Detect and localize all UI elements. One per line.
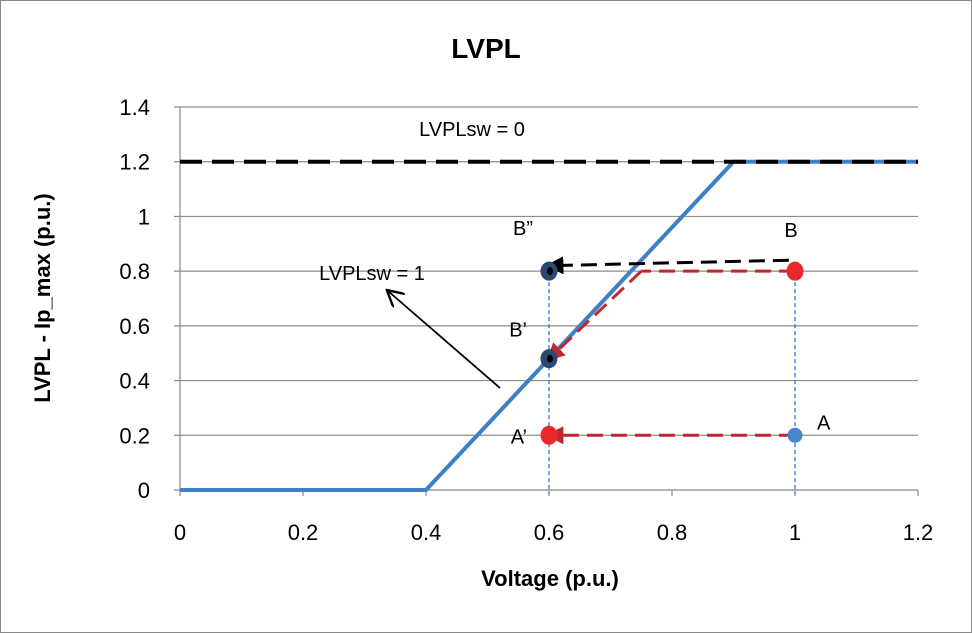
x-axis-title: Voltage (p.u.)	[481, 566, 619, 591]
point-label-0: A	[817, 412, 831, 434]
y-tick-label-4: 0.8	[119, 259, 150, 284]
x-tick-label-1: 0.2	[288, 520, 319, 545]
x-tick-label-6: 1.2	[903, 520, 934, 545]
y-tick-label-5: 1	[138, 204, 150, 229]
point-label-4: B”	[513, 218, 533, 240]
guide-lines	[548, 275, 796, 494]
y-tick-label-2: 0.4	[119, 369, 150, 394]
ticks-layer: 0 0.2 0.4 0.6 0.8 1 1.2 0 0.2 0.4 0.6 0.8 1 1.2 1.4	[119, 95, 933, 545]
y-tick-label-6: 1.2	[119, 150, 150, 175]
y-tick-label-0: 0	[138, 478, 150, 503]
point-label-2: A’	[511, 426, 527, 448]
x-tick-label-4: 0.8	[657, 520, 688, 545]
y-tick-label-1: 0.2	[119, 423, 150, 448]
annotation-lvplsw-1: LVPLsw = 1	[319, 263, 425, 285]
y-axis-title: LVPL - Ip_max (p.u.)	[30, 193, 55, 402]
x-tick-label-3: 0.6	[534, 520, 565, 545]
x-tick-label-0: 0	[174, 520, 186, 545]
point-marker-0	[787, 427, 803, 443]
point-label-3: B’	[509, 320, 527, 342]
point-marker-1	[786, 261, 804, 281]
point-marker-core-4	[547, 267, 553, 276]
arrow-3	[545, 256, 789, 275]
point-marker-2	[540, 425, 558, 445]
series-layer	[180, 159, 918, 492]
y-tick-label-3: 0.6	[119, 314, 150, 339]
annotation-pointer-arrow	[388, 291, 501, 389]
x-tick-label-2: 0.4	[411, 520, 442, 545]
arrow-2	[546, 270, 643, 362]
points-layer: A B A’ B’ B”	[509, 218, 831, 448]
chart-title: LVPL	[451, 33, 520, 64]
annotation-lvplsw-0: LVPLsw = 0	[419, 119, 525, 141]
y-tick-label-7: 1.4	[119, 95, 150, 120]
point-marker-core-3	[547, 354, 553, 363]
arrows-layer	[545, 256, 795, 445]
x-tick-label-5: 1	[789, 520, 801, 545]
point-label-1: B	[784, 220, 797, 242]
